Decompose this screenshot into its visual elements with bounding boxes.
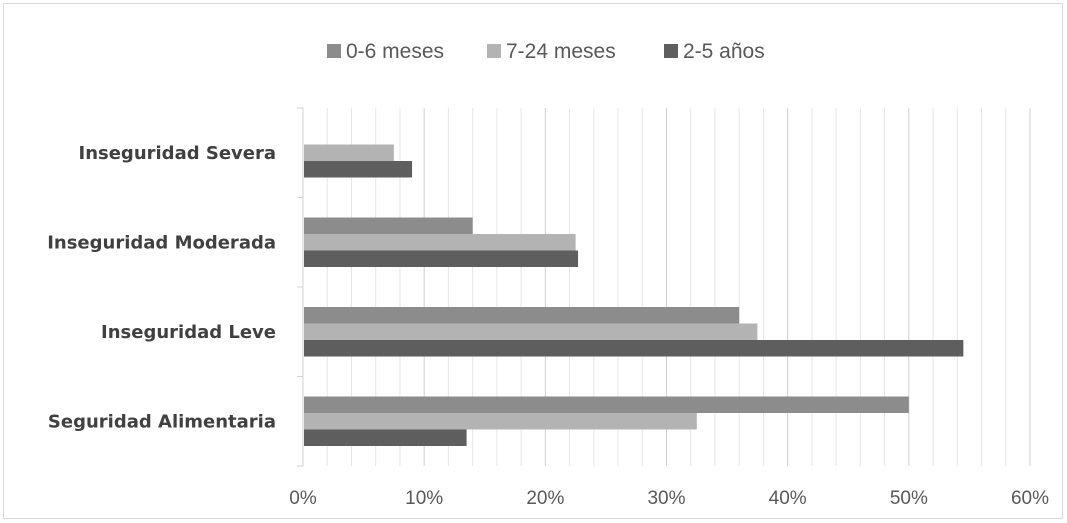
legend-swatch [664,44,678,58]
legend-swatch [327,44,341,58]
bar [304,323,758,340]
bar [304,217,473,234]
category-label: Inseguridad Leve [101,322,276,343]
bar [304,234,576,251]
x-tick-label: 30% [647,488,685,509]
category-labels: Seguridad Alimentaria Inseguridad Leve Ins… [47,143,276,433]
x-tick-label: 10% [405,488,443,509]
x-tick-labels: 0% 10% 20% 30% 40% 50% 60% [289,488,1049,509]
bar [304,250,579,267]
legend: 0-6 meses 7-24 meses 2-5 años [327,40,765,63]
x-tick-label: 0% [289,488,317,509]
bar [304,161,413,178]
bar [304,429,467,446]
legend-label: 2-5 años [683,40,765,63]
x-tick-label: 20% [526,488,564,509]
x-tick-label: 40% [769,488,807,509]
bar [304,144,394,161]
x-tick-label: 50% [890,488,928,509]
legend-label: 0-6 meses [346,40,444,63]
category-label: Inseguridad Severa [79,143,277,164]
category-label: Inseguridad Moderada [47,232,276,253]
y-axis [297,107,304,467]
bars [304,144,964,446]
bar [304,396,909,413]
legend-label: 7-24 meses [506,40,616,63]
bar [304,340,964,357]
category-label: Seguridad Alimentaria [48,411,276,432]
legend-swatch [487,44,501,58]
x-tick-label: 60% [1011,488,1049,509]
bar [304,413,697,430]
bar [304,307,740,324]
